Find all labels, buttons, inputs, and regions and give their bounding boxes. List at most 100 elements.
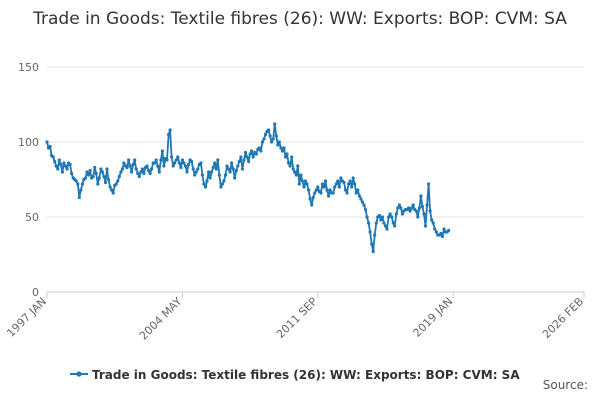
data-point <box>345 191 349 195</box>
data-point <box>414 209 418 213</box>
data-point <box>94 171 98 176</box>
data-point <box>357 194 361 198</box>
data-point <box>342 180 346 185</box>
data-point <box>165 158 169 162</box>
data-point <box>228 170 232 174</box>
data-point <box>387 215 391 219</box>
data-point <box>434 230 438 234</box>
data-point <box>225 164 229 168</box>
data-point <box>257 146 261 150</box>
data-point <box>310 203 314 207</box>
data-point <box>200 173 204 177</box>
data-point <box>333 185 337 189</box>
data-point <box>231 167 235 171</box>
data-point <box>57 158 61 162</box>
data-point <box>177 161 181 165</box>
data-point <box>233 176 237 180</box>
data-point <box>136 171 140 176</box>
data-point <box>431 221 435 225</box>
data-point <box>162 164 166 168</box>
data-point <box>76 182 80 186</box>
y-tick-label: 100 <box>18 136 39 149</box>
data-point <box>45 140 49 144</box>
data-point <box>127 158 131 162</box>
data-point <box>336 179 340 183</box>
data-point <box>425 203 429 207</box>
data-point <box>182 161 186 165</box>
data-point <box>245 155 249 159</box>
data-point <box>174 158 178 162</box>
data-point <box>439 231 443 236</box>
data-point <box>205 179 209 183</box>
data-point <box>250 149 254 153</box>
data-point <box>316 185 320 189</box>
data-point <box>422 212 426 216</box>
x-tick-label: 2026 FEB <box>540 295 586 341</box>
data-point <box>219 185 223 189</box>
data-point <box>287 161 291 165</box>
data-point <box>48 144 52 149</box>
data-point <box>307 188 311 192</box>
data-point <box>171 164 175 168</box>
data-point <box>397 203 401 207</box>
data-point <box>156 164 160 168</box>
data-point <box>280 149 284 153</box>
data-point <box>145 164 149 168</box>
data-point <box>363 207 368 212</box>
data-point <box>267 128 271 132</box>
data-point <box>230 161 234 165</box>
data-point <box>382 221 386 225</box>
data-point <box>319 191 323 195</box>
data-point <box>247 159 251 164</box>
data-point <box>417 206 421 210</box>
data-point <box>199 161 203 165</box>
data-point <box>116 179 120 183</box>
data-point <box>110 188 114 192</box>
data-point <box>176 155 180 159</box>
data-point <box>390 215 394 219</box>
data-point <box>303 179 308 183</box>
x-tick-label: 2004 MAY <box>137 295 185 343</box>
data-point <box>63 164 68 168</box>
data-point <box>196 167 200 171</box>
data-point <box>54 164 58 168</box>
data-point <box>320 182 324 186</box>
legend-swatch-marker <box>76 371 82 377</box>
data-point <box>213 161 217 165</box>
legend[interactable]: Trade in Goods: Textile fibres (26): WW:… <box>70 368 520 382</box>
data-point <box>140 167 144 171</box>
y-axis: 0 50 100 150 <box>18 61 39 299</box>
data-point <box>102 174 106 179</box>
data-point <box>80 182 84 186</box>
data-point <box>260 140 264 144</box>
data-point <box>191 167 195 171</box>
data-point <box>348 179 352 183</box>
data-point <box>220 182 224 186</box>
data-point <box>347 182 351 186</box>
y-tick-label: 50 <box>25 211 39 224</box>
data-point <box>60 170 64 174</box>
data-point <box>314 188 318 192</box>
data-point <box>362 203 366 207</box>
data-point <box>133 158 137 162</box>
data-point <box>290 155 294 159</box>
data-point <box>142 171 146 176</box>
data-point <box>173 161 177 165</box>
data-point <box>160 149 164 153</box>
data-point <box>356 188 360 192</box>
data-point <box>190 159 194 164</box>
data-point <box>210 170 214 174</box>
data-point <box>327 194 331 198</box>
data-point <box>283 155 288 159</box>
data-point <box>370 242 374 246</box>
data-point <box>323 179 328 183</box>
data-point <box>237 159 241 164</box>
data-point <box>428 209 432 213</box>
data-point <box>259 149 263 153</box>
data-point <box>385 227 389 231</box>
data-point <box>262 137 266 141</box>
data-point <box>62 161 66 165</box>
data-point <box>299 173 303 177</box>
data-point <box>170 155 174 159</box>
